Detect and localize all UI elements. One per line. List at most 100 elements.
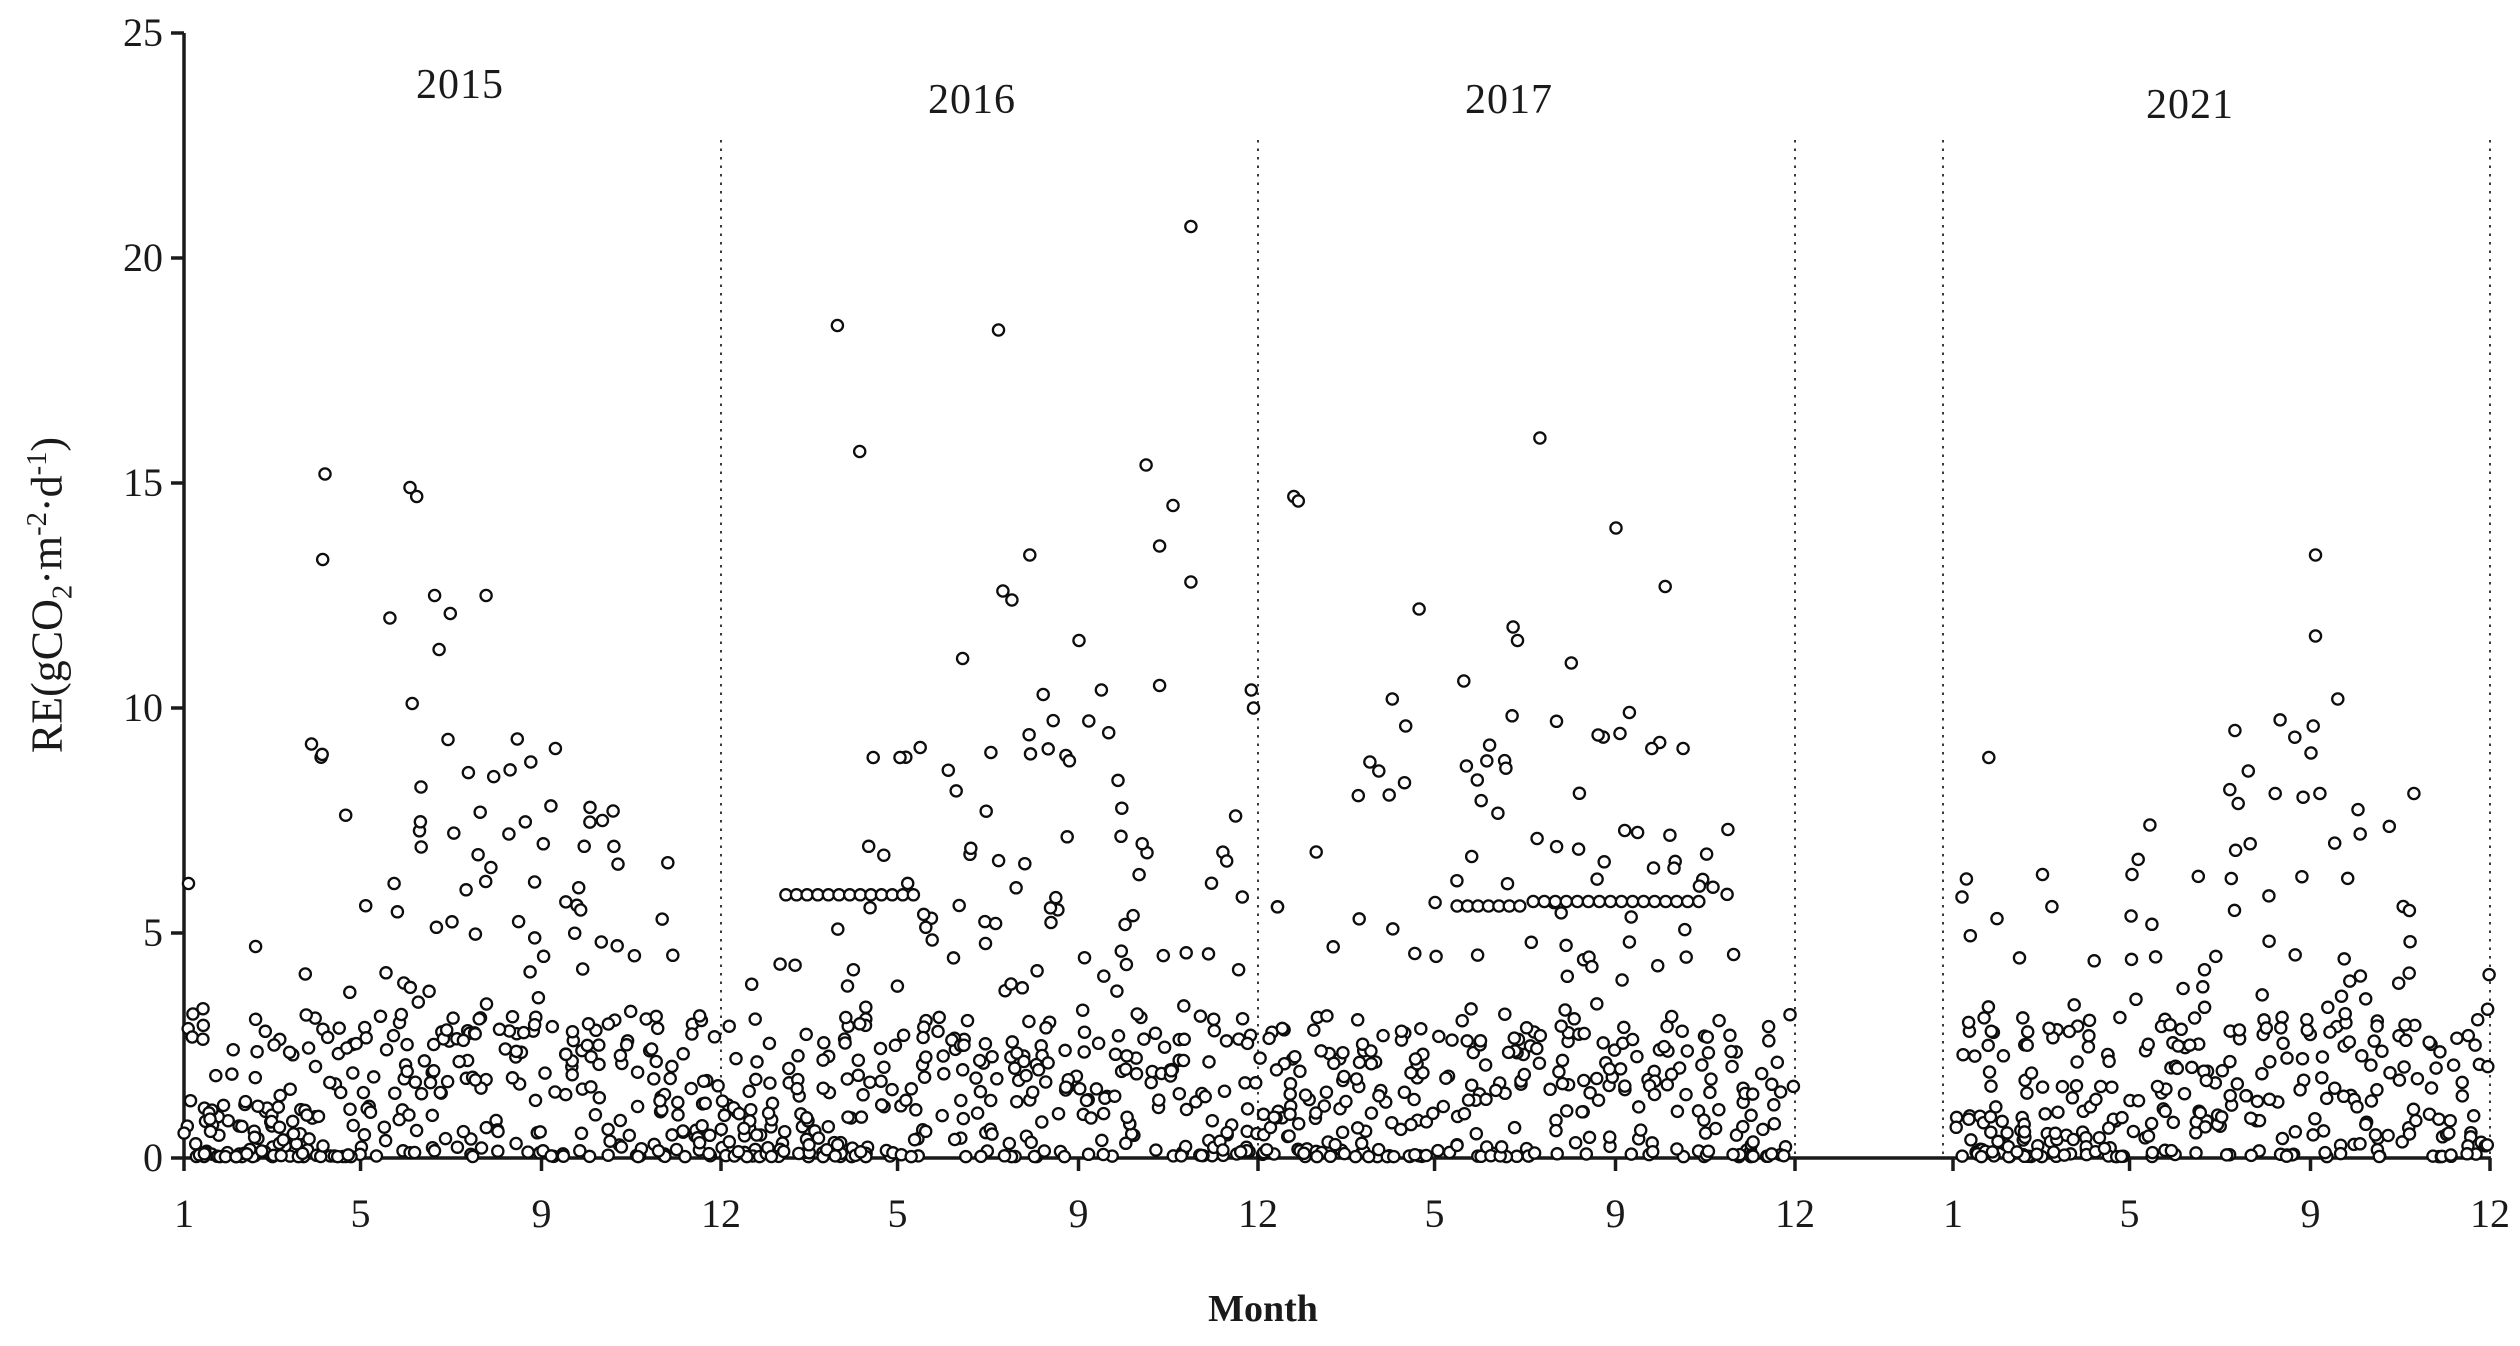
data-point <box>802 1138 816 1152</box>
data-point <box>1397 1085 1412 1100</box>
data-point <box>1118 1062 1133 1076</box>
data-point <box>1961 1015 1976 1030</box>
data-point <box>229 1149 243 1164</box>
data-point <box>1981 1038 1995 1053</box>
data-point <box>491 1124 505 1139</box>
data-point <box>465 1149 480 1164</box>
data-point <box>665 1128 679 1142</box>
x-tick-label: 9 <box>531 1191 552 1236</box>
data-point <box>247 1130 262 1145</box>
data-point <box>601 1122 615 1137</box>
data-point <box>1767 1098 1781 1112</box>
data-point <box>988 916 1003 931</box>
y-tick-label: 10 <box>123 685 163 730</box>
data-point <box>1216 1143 1230 1157</box>
data-point <box>183 1093 198 1108</box>
data-point <box>1148 1026 1163 1041</box>
data-point <box>1663 828 1677 842</box>
data-point <box>1439 1071 1453 1085</box>
data-point <box>859 1000 873 1014</box>
data-point <box>2092 1130 2107 1145</box>
data-point <box>559 895 573 909</box>
data-point <box>510 732 525 746</box>
data-point <box>1120 1049 1134 1063</box>
data-point <box>1560 969 1575 984</box>
data-point <box>1464 849 1479 864</box>
data-point <box>1101 725 1116 740</box>
data-point <box>750 1055 764 1069</box>
y-axis-title-subscript: 2 <box>47 584 79 600</box>
data-point-outlier <box>1609 521 1623 535</box>
data-point <box>1991 1134 2005 1149</box>
data-point <box>960 1013 975 1028</box>
data-point <box>2402 1127 2417 1141</box>
data-point <box>613 1113 628 1128</box>
data-point <box>2177 1086 2192 1101</box>
data-point-run <box>1526 894 1540 909</box>
data-point-outlier <box>443 606 458 621</box>
year-label-2017: 2017 <box>1465 77 1553 123</box>
data-point <box>1115 801 1129 815</box>
data-point <box>1337 1146 1352 1161</box>
data-point <box>369 1149 384 1163</box>
data-point <box>790 1081 804 1096</box>
data-point <box>531 990 546 1005</box>
data-point <box>527 931 542 945</box>
data-point <box>1645 1144 1660 1159</box>
data-point <box>447 826 461 840</box>
data-point <box>1077 1025 1092 1039</box>
data-point <box>1023 747 1038 761</box>
data-point <box>1282 1129 1296 1143</box>
data-point <box>1404 1117 1418 1132</box>
data-point <box>1352 1055 1367 1070</box>
data-point <box>1949 1120 1963 1135</box>
year-separator-lines <box>720 140 2491 1156</box>
data-point <box>985 1127 999 1141</box>
data-point <box>459 883 473 897</box>
data-point <box>1177 999 1191 1013</box>
data-point <box>1091 1036 1106 1051</box>
data-point <box>918 1124 933 1139</box>
data-point <box>299 1008 313 1022</box>
data-point-outlier <box>1072 633 1086 648</box>
data-point <box>1577 1073 1591 1088</box>
data-point <box>1043 901 1058 915</box>
data-point <box>209 1068 223 1083</box>
data-point <box>2333 1146 2348 1161</box>
data-point <box>285 1114 300 1129</box>
data-point <box>1461 1093 1476 1107</box>
data-point <box>1039 1021 1053 1035</box>
x-tick-label: 12 <box>1238 1191 1278 1236</box>
data-point <box>985 1049 999 1064</box>
data-point-run <box>1647 894 1662 909</box>
data-point-outlier <box>405 696 419 711</box>
data-point <box>523 965 537 979</box>
data-point <box>1009 881 1023 895</box>
data-point <box>1650 958 1665 973</box>
data-point <box>1783 1007 1797 1022</box>
year-label-2016: 2016 <box>928 77 1016 123</box>
data-point <box>1585 959 1599 974</box>
data-point <box>1035 1115 1049 1129</box>
data-point <box>863 900 877 915</box>
data-point <box>937 1067 951 1081</box>
data-point <box>695 1118 709 1133</box>
data-point <box>2057 1148 2072 1162</box>
data-point <box>1004 977 1018 991</box>
data-point <box>343 1102 357 1116</box>
data-point <box>919 1050 933 1064</box>
data-point <box>414 840 428 854</box>
data-point <box>1084 1111 1098 1125</box>
data-point <box>1351 788 1366 803</box>
data-point <box>2444 1148 2458 1162</box>
data-point-run <box>1548 894 1563 909</box>
data-point-run <box>1669 894 1684 909</box>
data-point <box>1679 1087 1693 1102</box>
data-point <box>2198 1120 2213 1134</box>
data-point <box>1530 1041 1544 1056</box>
data-point <box>1491 806 1505 820</box>
x-tick-label: 9 <box>1068 1191 1089 1236</box>
data-point <box>613 1048 628 1063</box>
data-point-outlier <box>1506 620 1520 634</box>
data-point <box>1450 1138 1464 1153</box>
